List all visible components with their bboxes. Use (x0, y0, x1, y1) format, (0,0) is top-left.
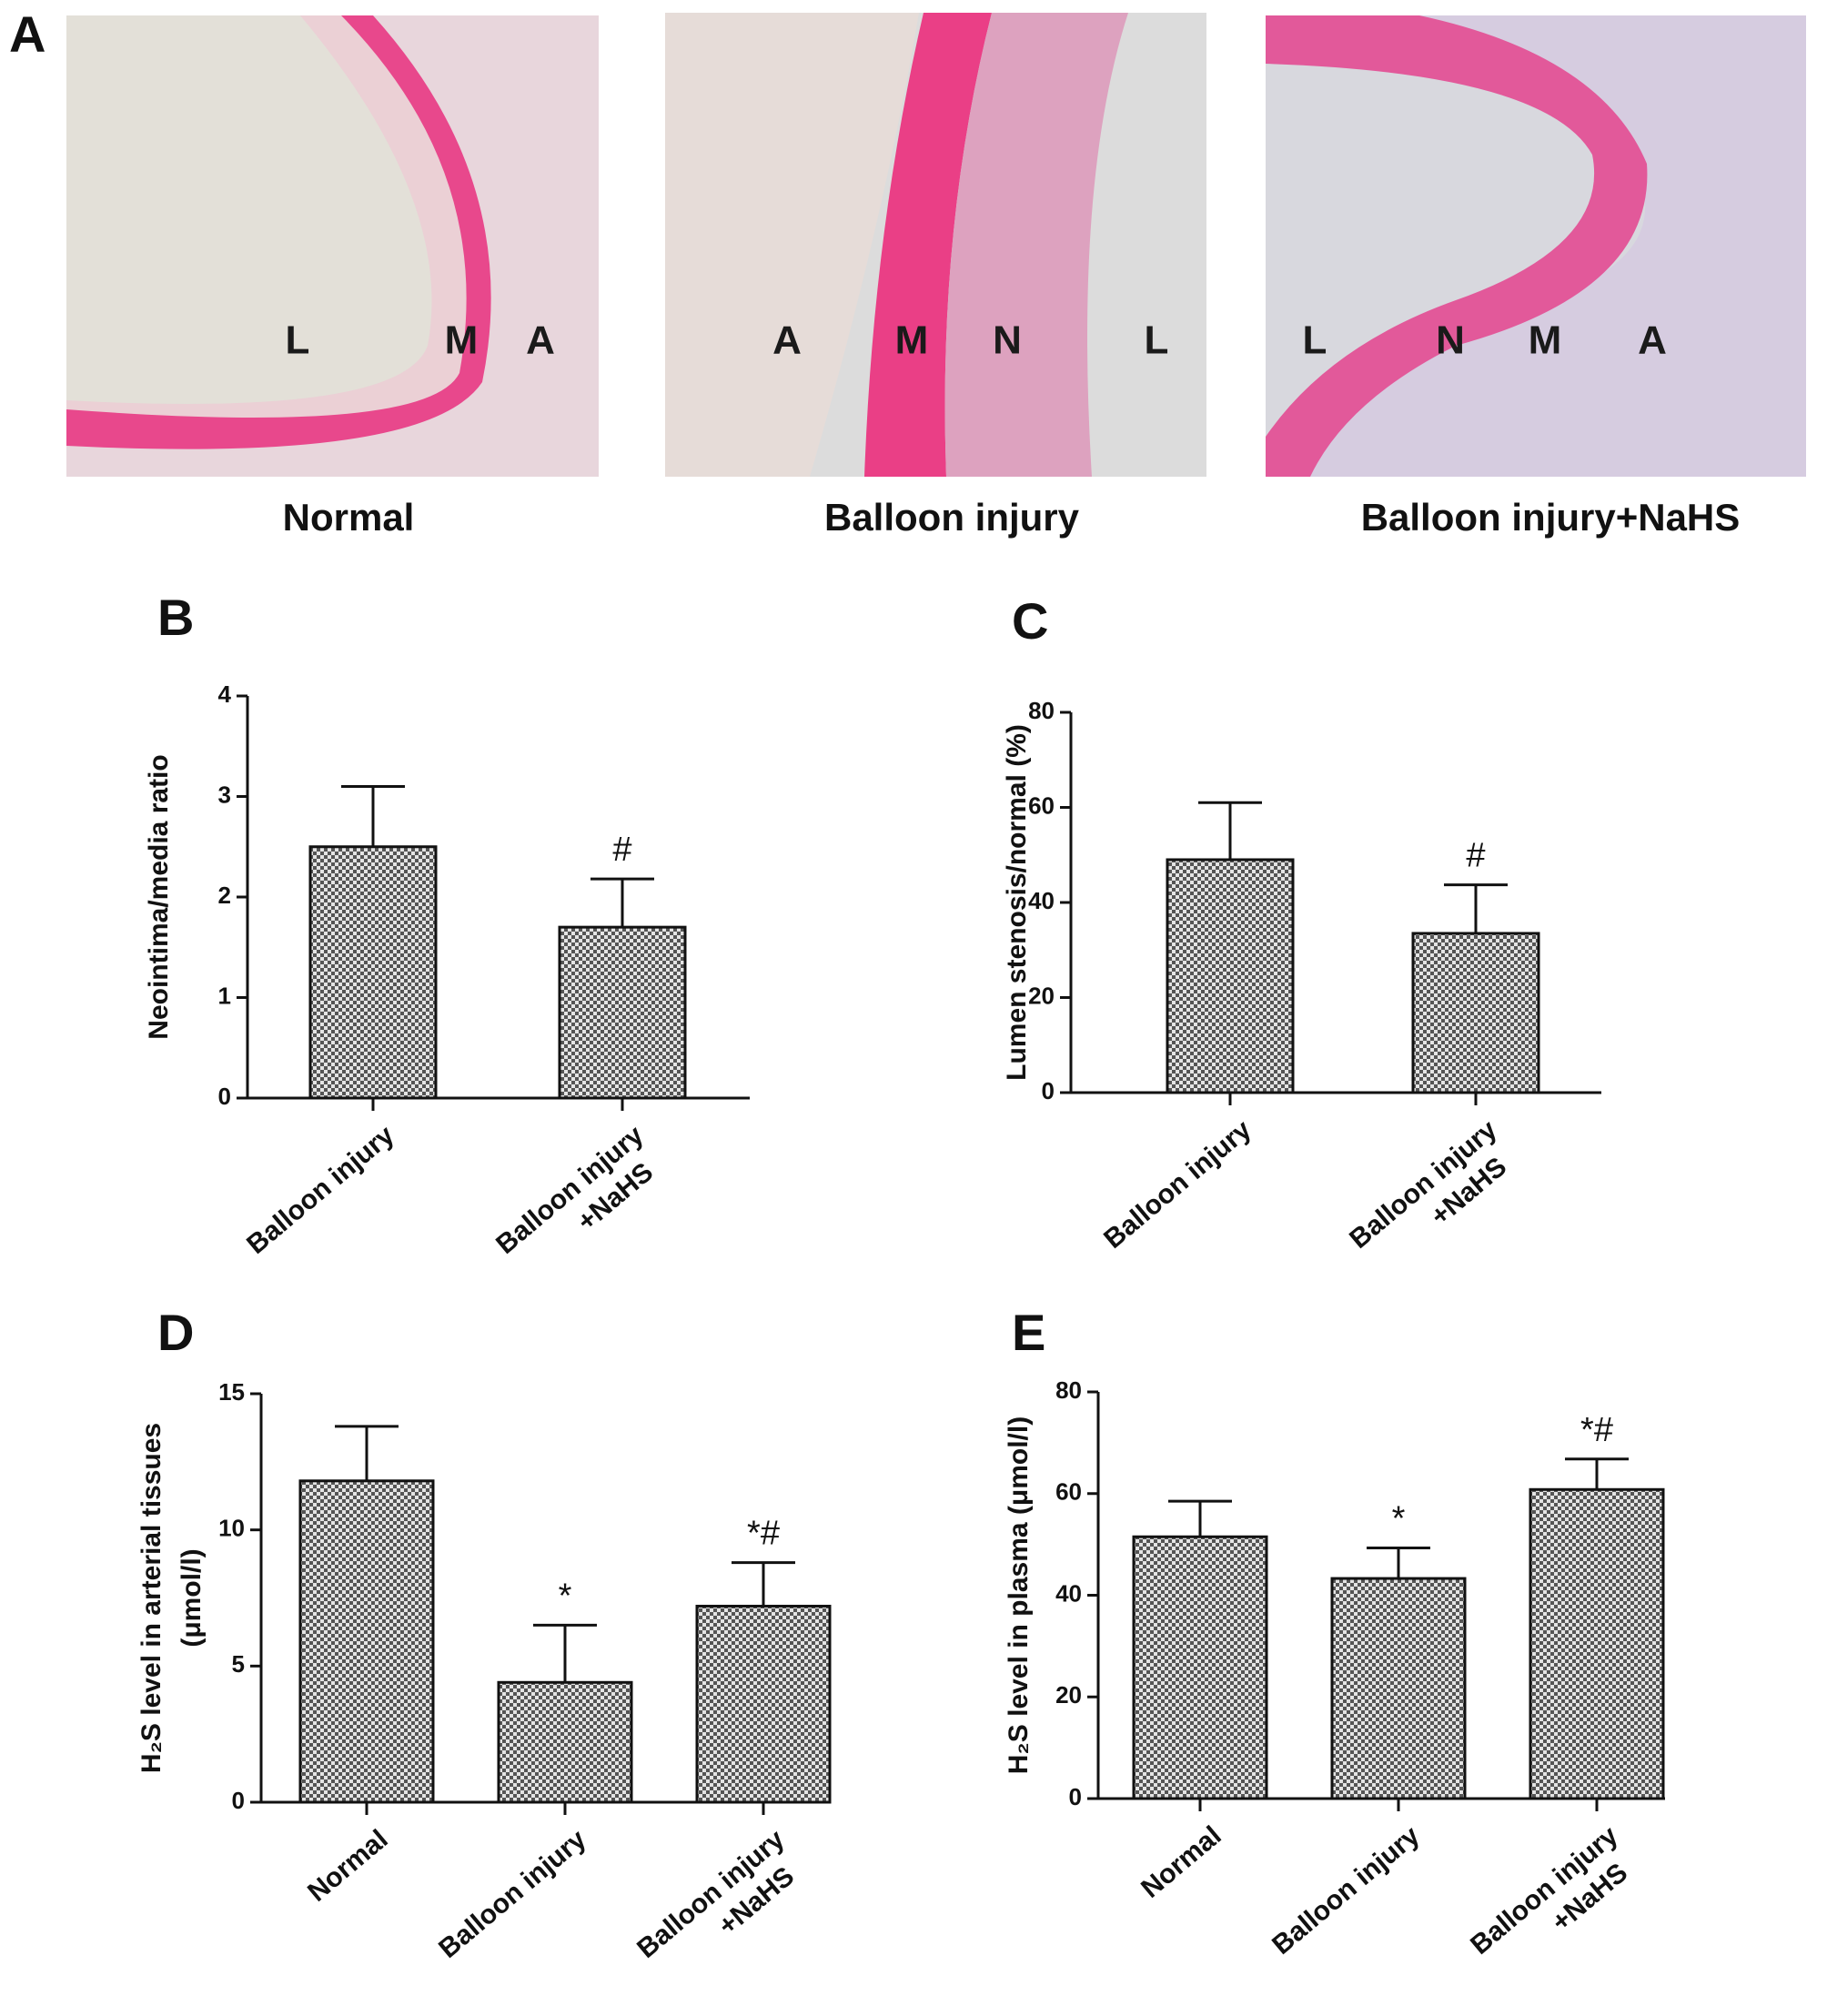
tissue-label: A (526, 318, 555, 363)
tissue-label: L (286, 318, 310, 363)
tissue-label: N (1436, 318, 1465, 363)
bar (497, 1680, 633, 1804)
y-tick-label: 4 (218, 680, 232, 708)
micrograph: L N M A (1266, 15, 1806, 477)
x-tick-label: Balloon injury (241, 1120, 400, 1260)
x-tick-label-group: Balloon injury+NaHS (1465, 1820, 1633, 1961)
annotation: *# (1580, 1411, 1613, 1449)
micrograph: L M A (66, 15, 599, 477)
bar (558, 925, 687, 1100)
y-tick-label: 15 (218, 1378, 245, 1406)
bar (1166, 858, 1295, 1094)
bar (1132, 1535, 1268, 1800)
x-tick-label: Balloon injury (433, 1824, 592, 1964)
panel-label: B (157, 589, 194, 646)
x-tick-label-group: Balloon injury (433, 1824, 592, 1964)
y-tick-label: 0 (1069, 1783, 1082, 1810)
y-axis-title: H₂S level in plasma (μmol/l) (1004, 1416, 1034, 1774)
bar (1529, 1487, 1665, 1800)
annotation: # (612, 831, 631, 869)
image-caption: Balloon injury (824, 496, 1080, 539)
x-tick-label-group: Balloon injury (1098, 1114, 1257, 1255)
annotation: # (1466, 837, 1485, 875)
y-tick-label: 40 (1028, 887, 1055, 914)
x-tick-label-group: Normal (1136, 1820, 1226, 1904)
y-axis-label: H₂S level in arterial tissues (136, 1423, 167, 1773)
y-tick-label: 10 (218, 1515, 245, 1542)
y-axis-title: Lumen stenosis/normal (%) (1002, 724, 1032, 1081)
y-tick-label: 1 (218, 982, 231, 1009)
panel-label: A (9, 5, 45, 63)
x-tick-label-group: Balloon injury+NaHS (631, 1824, 800, 1964)
y-tick-label: 60 (1028, 791, 1055, 819)
y-tick-label: 0 (1042, 1077, 1055, 1104)
x-tick-label-group: Balloon injury (1267, 1820, 1426, 1961)
y-axis-label: H₂S level in plasma (μmol/l) (1004, 1416, 1034, 1774)
panel-label: E (1012, 1304, 1045, 1361)
tissue-label: M (1529, 318, 1562, 363)
tissue-label: A (772, 318, 802, 363)
y-tick-label: 40 (1055, 1579, 1082, 1607)
y-tick-label: 60 (1055, 1478, 1082, 1506)
image-caption: Normal (283, 496, 415, 539)
x-tick-label-group: Balloon injury+NaHS (1344, 1114, 1512, 1255)
bar (298, 1479, 435, 1804)
panel-label: D (157, 1304, 194, 1361)
y-axis-label: Lumen stenosis/normal (%) (1002, 724, 1032, 1081)
tissue-label: M (895, 318, 929, 363)
x-tick-label-group: Balloon injury+NaHS (490, 1120, 659, 1260)
y-tick-label: 0 (232, 1787, 245, 1814)
y-tick-label: 3 (218, 781, 231, 808)
tissue-label: M (445, 318, 479, 363)
y-axis-label: (μmol/l) (177, 1548, 207, 1647)
annotation: * (559, 1577, 572, 1615)
x-tick-label: Normal (1136, 1820, 1226, 1904)
bar (695, 1604, 832, 1804)
y-tick-label: 0 (218, 1083, 231, 1110)
tissue-label: L (1303, 318, 1327, 363)
tissue-label: N (993, 318, 1022, 363)
y-axis-title: Neointima/media ratio (144, 754, 174, 1039)
y-axis-title: H₂S level in arterial tissues (μmol/l) (136, 1423, 207, 1773)
y-tick-label: 20 (1028, 982, 1055, 1009)
bar (1411, 932, 1540, 1094)
y-tick-label: 80 (1028, 697, 1055, 724)
x-tick-label: Balloon injury (1098, 1114, 1257, 1255)
tissue-label: A (1638, 318, 1667, 363)
x-tick-label: Normal (302, 1824, 393, 1908)
y-tick-label: 2 (218, 882, 231, 909)
x-tick-label-group: Normal (302, 1824, 393, 1908)
y-tick-label: 5 (232, 1650, 245, 1678)
image-caption: Balloon injury+NaHS (1361, 496, 1741, 539)
annotation: *# (747, 1515, 780, 1553)
annotation: * (1392, 1500, 1406, 1538)
y-tick-label: 20 (1055, 1681, 1082, 1709)
x-tick-label: Balloon injury (1267, 1820, 1426, 1961)
bar (1330, 1577, 1467, 1800)
bar (308, 845, 438, 1100)
tissue-label: L (1145, 318, 1169, 363)
micrograph: A M N L (665, 13, 1206, 477)
x-tick-label-group: Balloon injury (241, 1120, 400, 1260)
y-tick-label: 80 (1055, 1376, 1082, 1404)
y-axis-label: Neointima/media ratio (144, 754, 174, 1039)
panel-label: C (1012, 592, 1048, 650)
